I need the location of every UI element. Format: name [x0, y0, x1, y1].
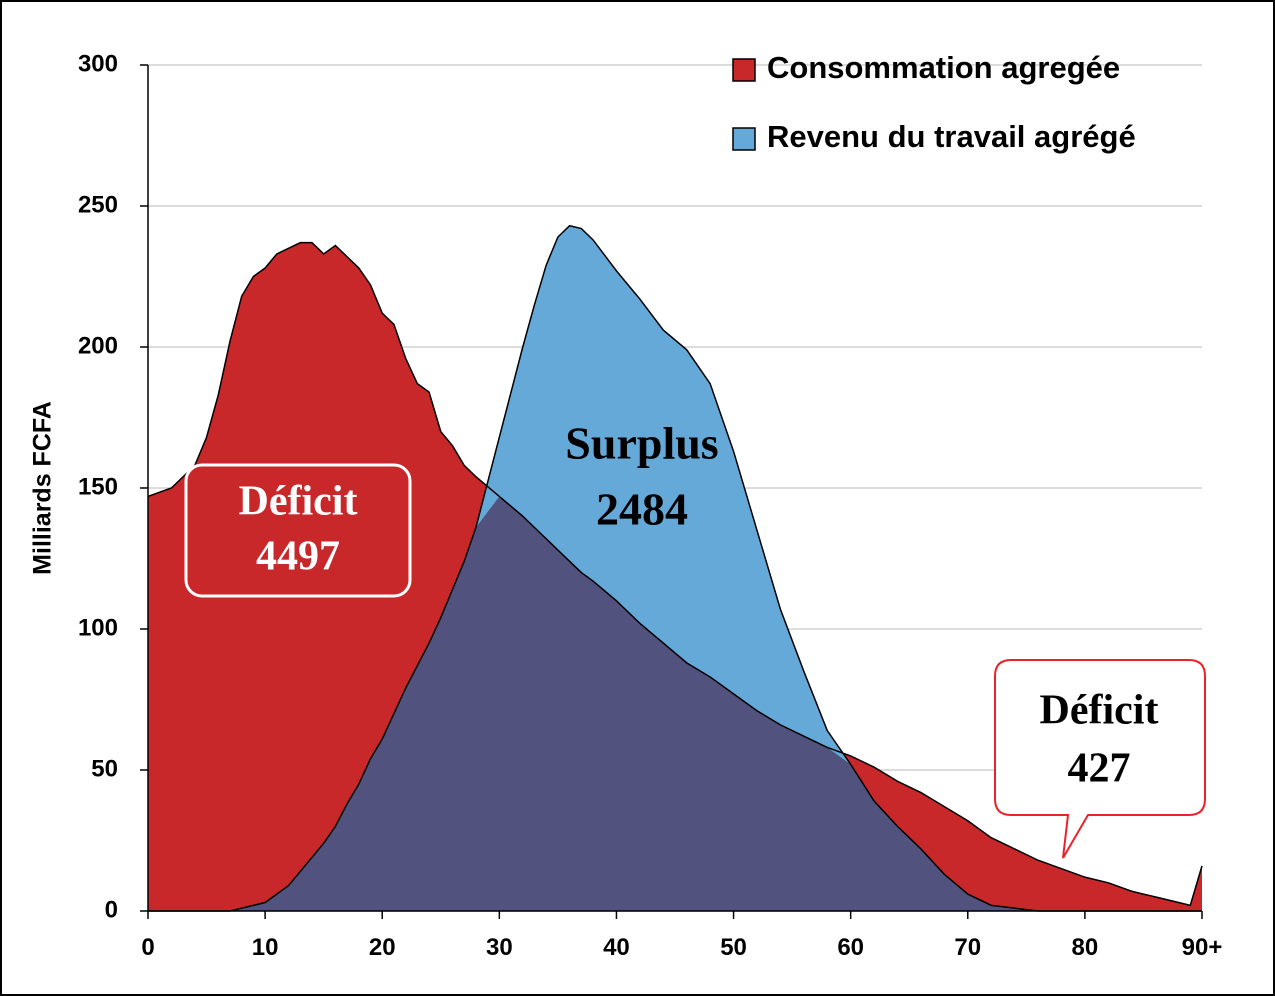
x-tick-label: 30	[486, 934, 513, 961]
y-tick-label: 0	[105, 896, 118, 923]
y-tick-label: 50	[91, 755, 118, 782]
legend-swatch	[732, 58, 756, 82]
y-tick-label: 300	[78, 50, 118, 77]
x-tick-label: 80	[1072, 934, 1099, 961]
area-line	[147, 241, 1203, 907]
annotation: 4497	[256, 534, 340, 580]
annotation: 427	[1068, 746, 1131, 792]
annotation: 2484	[596, 484, 688, 535]
annotation: Déficit	[239, 479, 358, 525]
x-tick-label: 40	[603, 934, 630, 961]
deficit-box	[184, 463, 412, 598]
annotation: Surplus	[565, 418, 718, 469]
plot-area: 0 50 100 150 200 250 300 0 10 20 30 40 50 60 70 80 90+ Co…	[78, 50, 1222, 961]
x-tick-label: 60	[837, 934, 864, 961]
legend-label: Revenu du travail agrégé	[767, 119, 1136, 154]
annotations: Déficit 4497 Surplus 2484 Déficit 427	[184, 418, 1206, 859]
overlap-area	[148, 496, 1202, 911]
x-tick-label: 20	[369, 934, 396, 961]
y-tick-label: 100	[78, 614, 118, 641]
area-line	[148, 224, 1202, 912]
x-tick-label: 0	[141, 934, 154, 961]
x-tick-label: 10	[252, 934, 279, 961]
legend-label: Consommation agregée	[767, 50, 1120, 85]
y-axis-label: Milliards FCFA	[29, 401, 57, 575]
x-tick-label: 50	[720, 934, 747, 961]
x-tick-label: 90+	[1182, 934, 1223, 961]
y-tick-label: 250	[78, 191, 118, 218]
legend-swatch	[732, 127, 756, 151]
x-tick-label: 70	[954, 934, 981, 961]
y-tick-label: 150	[78, 473, 118, 500]
y-tick-label: 200	[78, 332, 118, 359]
deficit-callout	[994, 659, 1206, 859]
annotation: Déficit	[1040, 688, 1159, 734]
